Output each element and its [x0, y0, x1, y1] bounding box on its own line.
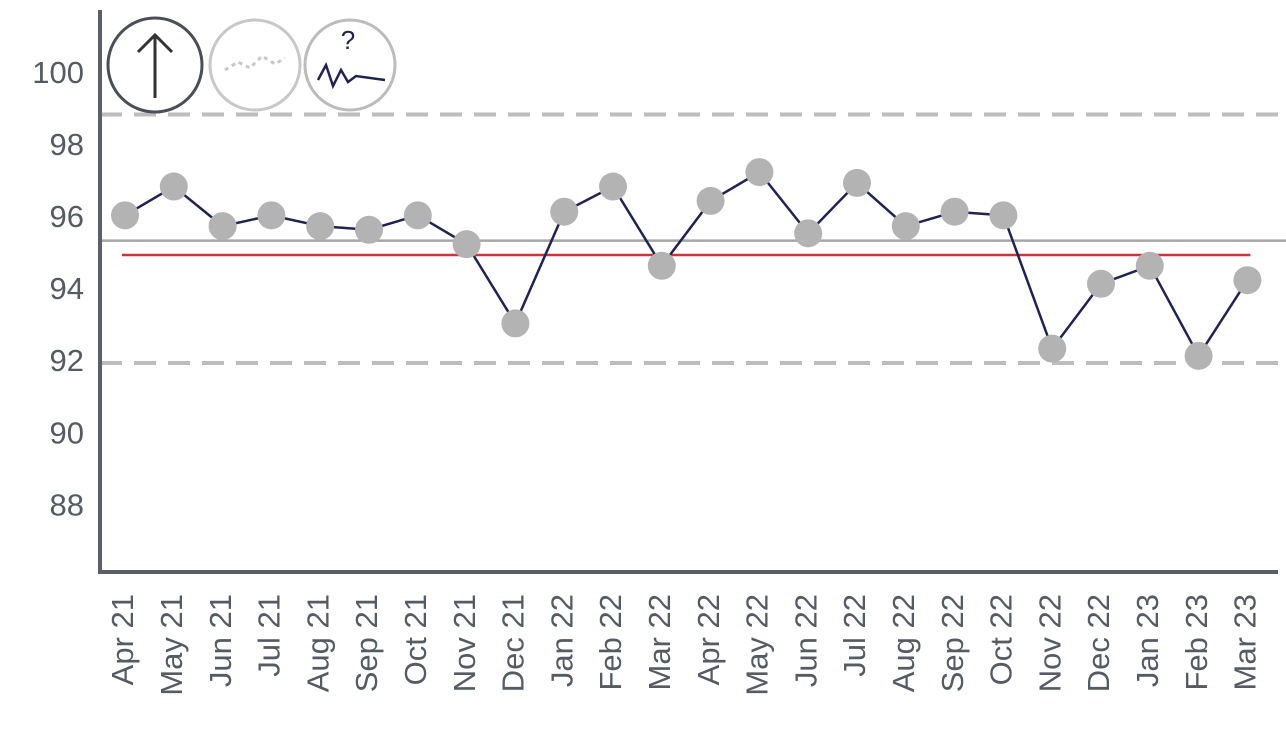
marker	[794, 219, 823, 248]
x-tick-label: Dec 22	[1081, 594, 1116, 692]
marker	[1038, 334, 1067, 363]
y-tick-label: 94	[50, 271, 84, 306]
marker	[647, 251, 676, 280]
axes	[98, 10, 1278, 574]
x-tick-label: Jul 22	[837, 594, 872, 677]
marker	[1135, 251, 1164, 280]
x-tick-label: May 22	[740, 594, 775, 696]
x-tick-label: Feb 23	[1179, 594, 1214, 691]
marker	[403, 201, 432, 230]
icon-label: ?	[341, 25, 355, 55]
marker	[891, 212, 920, 241]
y-tick-label: 96	[50, 199, 84, 234]
marker	[696, 186, 725, 215]
x-tick-label: Apr 22	[691, 594, 726, 685]
y-tick-label: 88	[50, 487, 84, 522]
marker	[1087, 269, 1115, 298]
marker	[111, 201, 139, 230]
y-tick-label: 98	[50, 127, 84, 162]
unknown-icon	[303, 18, 397, 112]
marker	[159, 172, 188, 201]
icons: ?	[106, 16, 397, 114]
x-tick-label: Jun 22	[788, 594, 823, 687]
x-tick-label: Aug 22	[886, 594, 921, 692]
x-tick-label: Oct 22	[984, 594, 1019, 685]
x-tick-label: Mar 23	[1228, 594, 1263, 690]
icon-line	[316, 61, 386, 90]
x-tick-label: Jun 21	[203, 594, 238, 687]
x-tick-label: Nov 22	[1032, 594, 1067, 692]
marker	[745, 158, 774, 187]
x-tick-label: Dec 21	[496, 594, 531, 692]
x-tick-label: May 21	[154, 594, 189, 696]
series-line	[124, 170, 1249, 359]
arrow	[136, 32, 174, 98]
marker	[208, 212, 237, 241]
marker	[306, 212, 335, 241]
x-tick-label: Jan 23	[1130, 594, 1165, 687]
marker	[940, 197, 969, 226]
marker	[1184, 341, 1213, 370]
x-tick-label: Aug 21	[300, 594, 335, 692]
marker	[1233, 266, 1262, 295]
x-tick-label: Jan 22	[544, 594, 579, 687]
x-tick-label: Sep 22	[935, 594, 970, 692]
marker	[599, 172, 627, 201]
y-tick-label: 92	[50, 343, 84, 378]
marker	[989, 201, 1018, 230]
x-tick-label: Sep 21	[349, 594, 384, 692]
y-tick-label: 90	[50, 415, 84, 450]
y-tick-label: 100	[32, 55, 84, 90]
x-tick-label: Nov 21	[447, 594, 482, 692]
x-tick-label: Oct 21	[398, 594, 433, 685]
x-tick-label: Apr 21	[105, 594, 140, 685]
plot: 88 90 92 94 96 98 100 Apr 21 May 21 Jun 21 Jul 21 A…	[32, 10, 1286, 696]
marker	[843, 168, 871, 197]
x-tick-label: Feb 22	[593, 594, 628, 691]
x-tick-label: Jul 21	[252, 594, 287, 677]
marker	[501, 309, 530, 338]
x-tick-label: Mar 22	[642, 594, 677, 690]
marker	[257, 201, 286, 230]
marker	[550, 197, 579, 226]
marker	[452, 230, 481, 259]
marker	[355, 215, 383, 244]
